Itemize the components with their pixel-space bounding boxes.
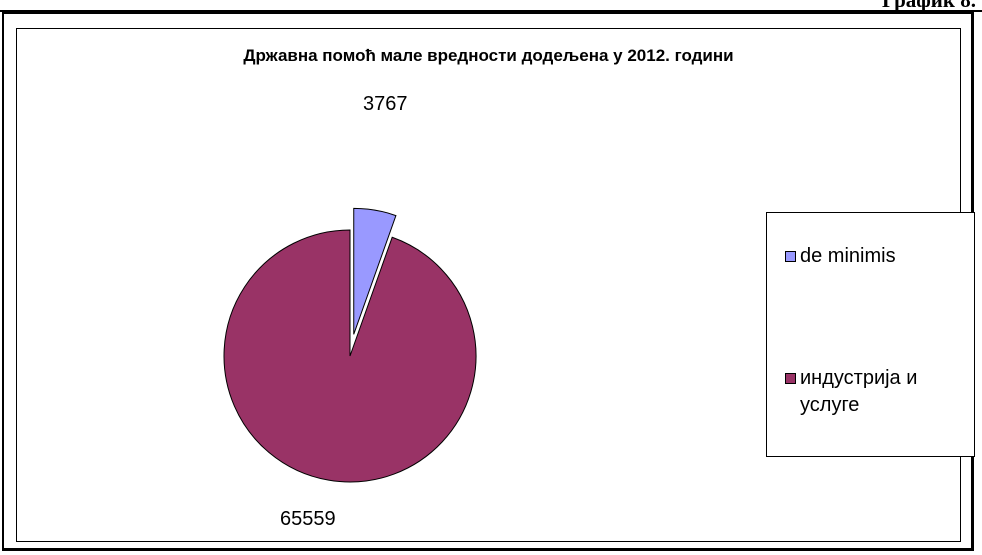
legend: de minimis индустрија и услуге [766, 212, 975, 457]
top-rule [0, 10, 982, 12]
legend-item-de-minimis: de minimis [785, 243, 970, 270]
legend-item-industry-services: индустрија и услуге [785, 365, 970, 419]
pie-slice-de-minimis [353, 207, 397, 335]
data-label-de-minimis: 3767 [363, 93, 408, 115]
legend-label-industry-services: индустрија и услуге [800, 367, 918, 416]
data-label-industry-services: 65559 [280, 508, 336, 530]
chart-title: Државна помоћ мале вредности додељена у … [243, 46, 734, 65]
legend-swatch-industry-services [785, 373, 796, 384]
chart-area[interactable]: Државна помоћ мале вредности додељена у … [16, 28, 975, 542]
legend-swatch-de-minimis [785, 251, 796, 262]
pie-chart [223, 207, 477, 483]
pie-slice-industry-services [223, 229, 477, 483]
legend-label-de-minimis: de minimis [800, 245, 896, 267]
figure-number: График 8. [882, 0, 976, 12]
